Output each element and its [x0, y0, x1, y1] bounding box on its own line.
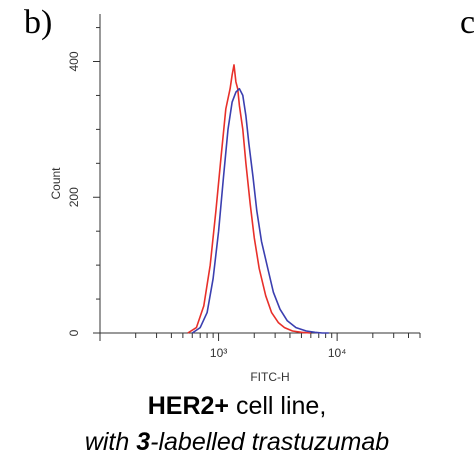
caption-cell-line-text: cell line, [229, 392, 327, 420]
series-line-blue [191, 87, 329, 334]
y-tick-label: 0 [67, 329, 81, 336]
chart-axes [93, 14, 421, 341]
next-panel-label: c [460, 4, 474, 41]
caption-cell-name: HER2+ [147, 392, 230, 420]
y-tick-label: 200 [67, 187, 81, 207]
caption-with-text: with [84, 428, 137, 456]
y-axis-title: Count [49, 167, 63, 200]
x-tick-label: 10³ [210, 346, 227, 360]
caption-line2: with 3-labelled trastuzumab [0, 428, 474, 457]
series-line-red [187, 64, 311, 334]
series-layer [187, 64, 329, 334]
caption-compound-number: 3 [136, 428, 151, 456]
histogram-chart: 0 200 400 10³ 10⁴ FITC-H Count [49, 14, 421, 384]
caption-line1: HER2+ cell line, [0, 392, 474, 421]
x-tick-label: 10⁴ [328, 346, 347, 360]
caption-antibody-text: -labelled trastuzumab [150, 428, 390, 456]
x-axis-title: FITC-H [250, 370, 289, 384]
panel-label: b) [24, 4, 53, 41]
axis-labels: 0 200 400 10³ 10⁴ FITC-H Count [49, 51, 346, 384]
y-tick-label: 400 [67, 51, 81, 71]
